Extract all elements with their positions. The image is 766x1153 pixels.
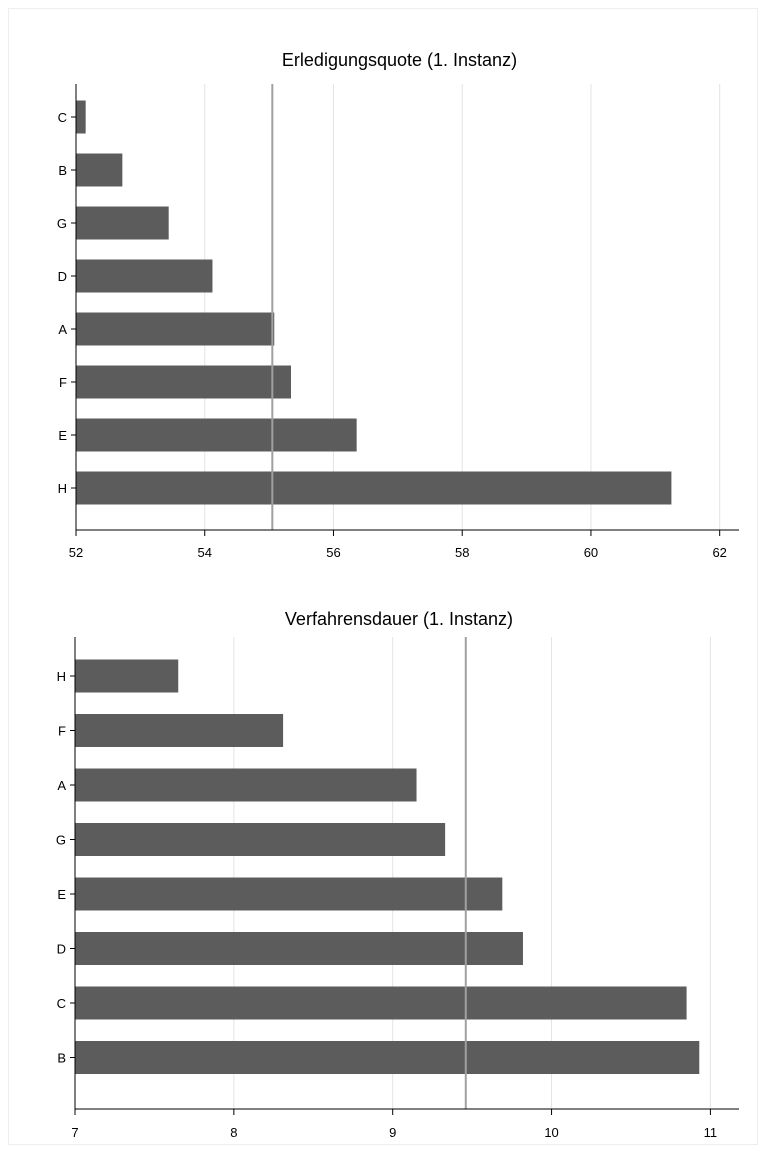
- x-tick-label: 62: [712, 545, 726, 560]
- chart-title: Erledigungsquote (1. Instanz): [282, 50, 517, 70]
- y-tick-label: E: [57, 887, 66, 902]
- bar-e: [76, 418, 357, 452]
- x-tick-label: 58: [455, 545, 469, 560]
- x-tick-label: 52: [69, 545, 83, 560]
- x-tick-label: 56: [326, 545, 340, 560]
- bar-c: [75, 986, 687, 1020]
- x-tick-label: 54: [198, 545, 212, 560]
- x-tick-label: 8: [230, 1125, 237, 1140]
- bar-h: [75, 659, 179, 693]
- x-tick-label: 10: [544, 1125, 558, 1140]
- y-tick-label: E: [58, 428, 67, 443]
- bar-d: [75, 932, 523, 965]
- y-tick-label: H: [57, 669, 66, 684]
- bar-f: [76, 365, 291, 399]
- y-tick-label: B: [57, 1051, 66, 1066]
- chart-title: Verfahrensdauer (1. Instanz): [285, 609, 513, 629]
- y-tick-label: G: [56, 833, 66, 848]
- bar-a: [75, 768, 417, 802]
- bar-a: [76, 312, 275, 346]
- y-tick-label: F: [58, 724, 66, 739]
- bar-g: [76, 206, 169, 240]
- y-tick-label: H: [58, 481, 67, 496]
- y-tick-label: G: [57, 216, 67, 231]
- bar-e: [75, 877, 503, 911]
- y-tick-label: A: [58, 322, 67, 337]
- bar-b: [75, 1041, 700, 1074]
- y-tick-label: C: [58, 110, 67, 125]
- bar-g: [75, 823, 446, 856]
- x-tick-label: 7: [71, 1125, 78, 1140]
- y-tick-label: A: [57, 778, 66, 793]
- y-tick-label: C: [57, 996, 66, 1011]
- bar-c: [76, 100, 86, 134]
- chart-verfahrensdauer: Verfahrensdauer (1. Instanz) H F A G E D C B 7 8 9 1…: [56, 609, 739, 1140]
- y-tick-label: D: [57, 942, 66, 957]
- x-tick-label: 9: [389, 1125, 396, 1140]
- chart-erledigungsquote: Erledigungsquote (1. Instanz) C B G D A F E H 52 5…: [57, 50, 739, 560]
- bar-d: [76, 259, 213, 293]
- x-tick-label: 60: [584, 545, 598, 560]
- x-tick-label: 11: [704, 1125, 718, 1140]
- y-tick-label: F: [59, 375, 67, 390]
- y-tick-label: B: [58, 163, 67, 178]
- bar-h: [76, 471, 672, 505]
- y-tick-label: D: [58, 269, 67, 284]
- bar-b: [76, 153, 123, 187]
- bar-f: [75, 714, 284, 747]
